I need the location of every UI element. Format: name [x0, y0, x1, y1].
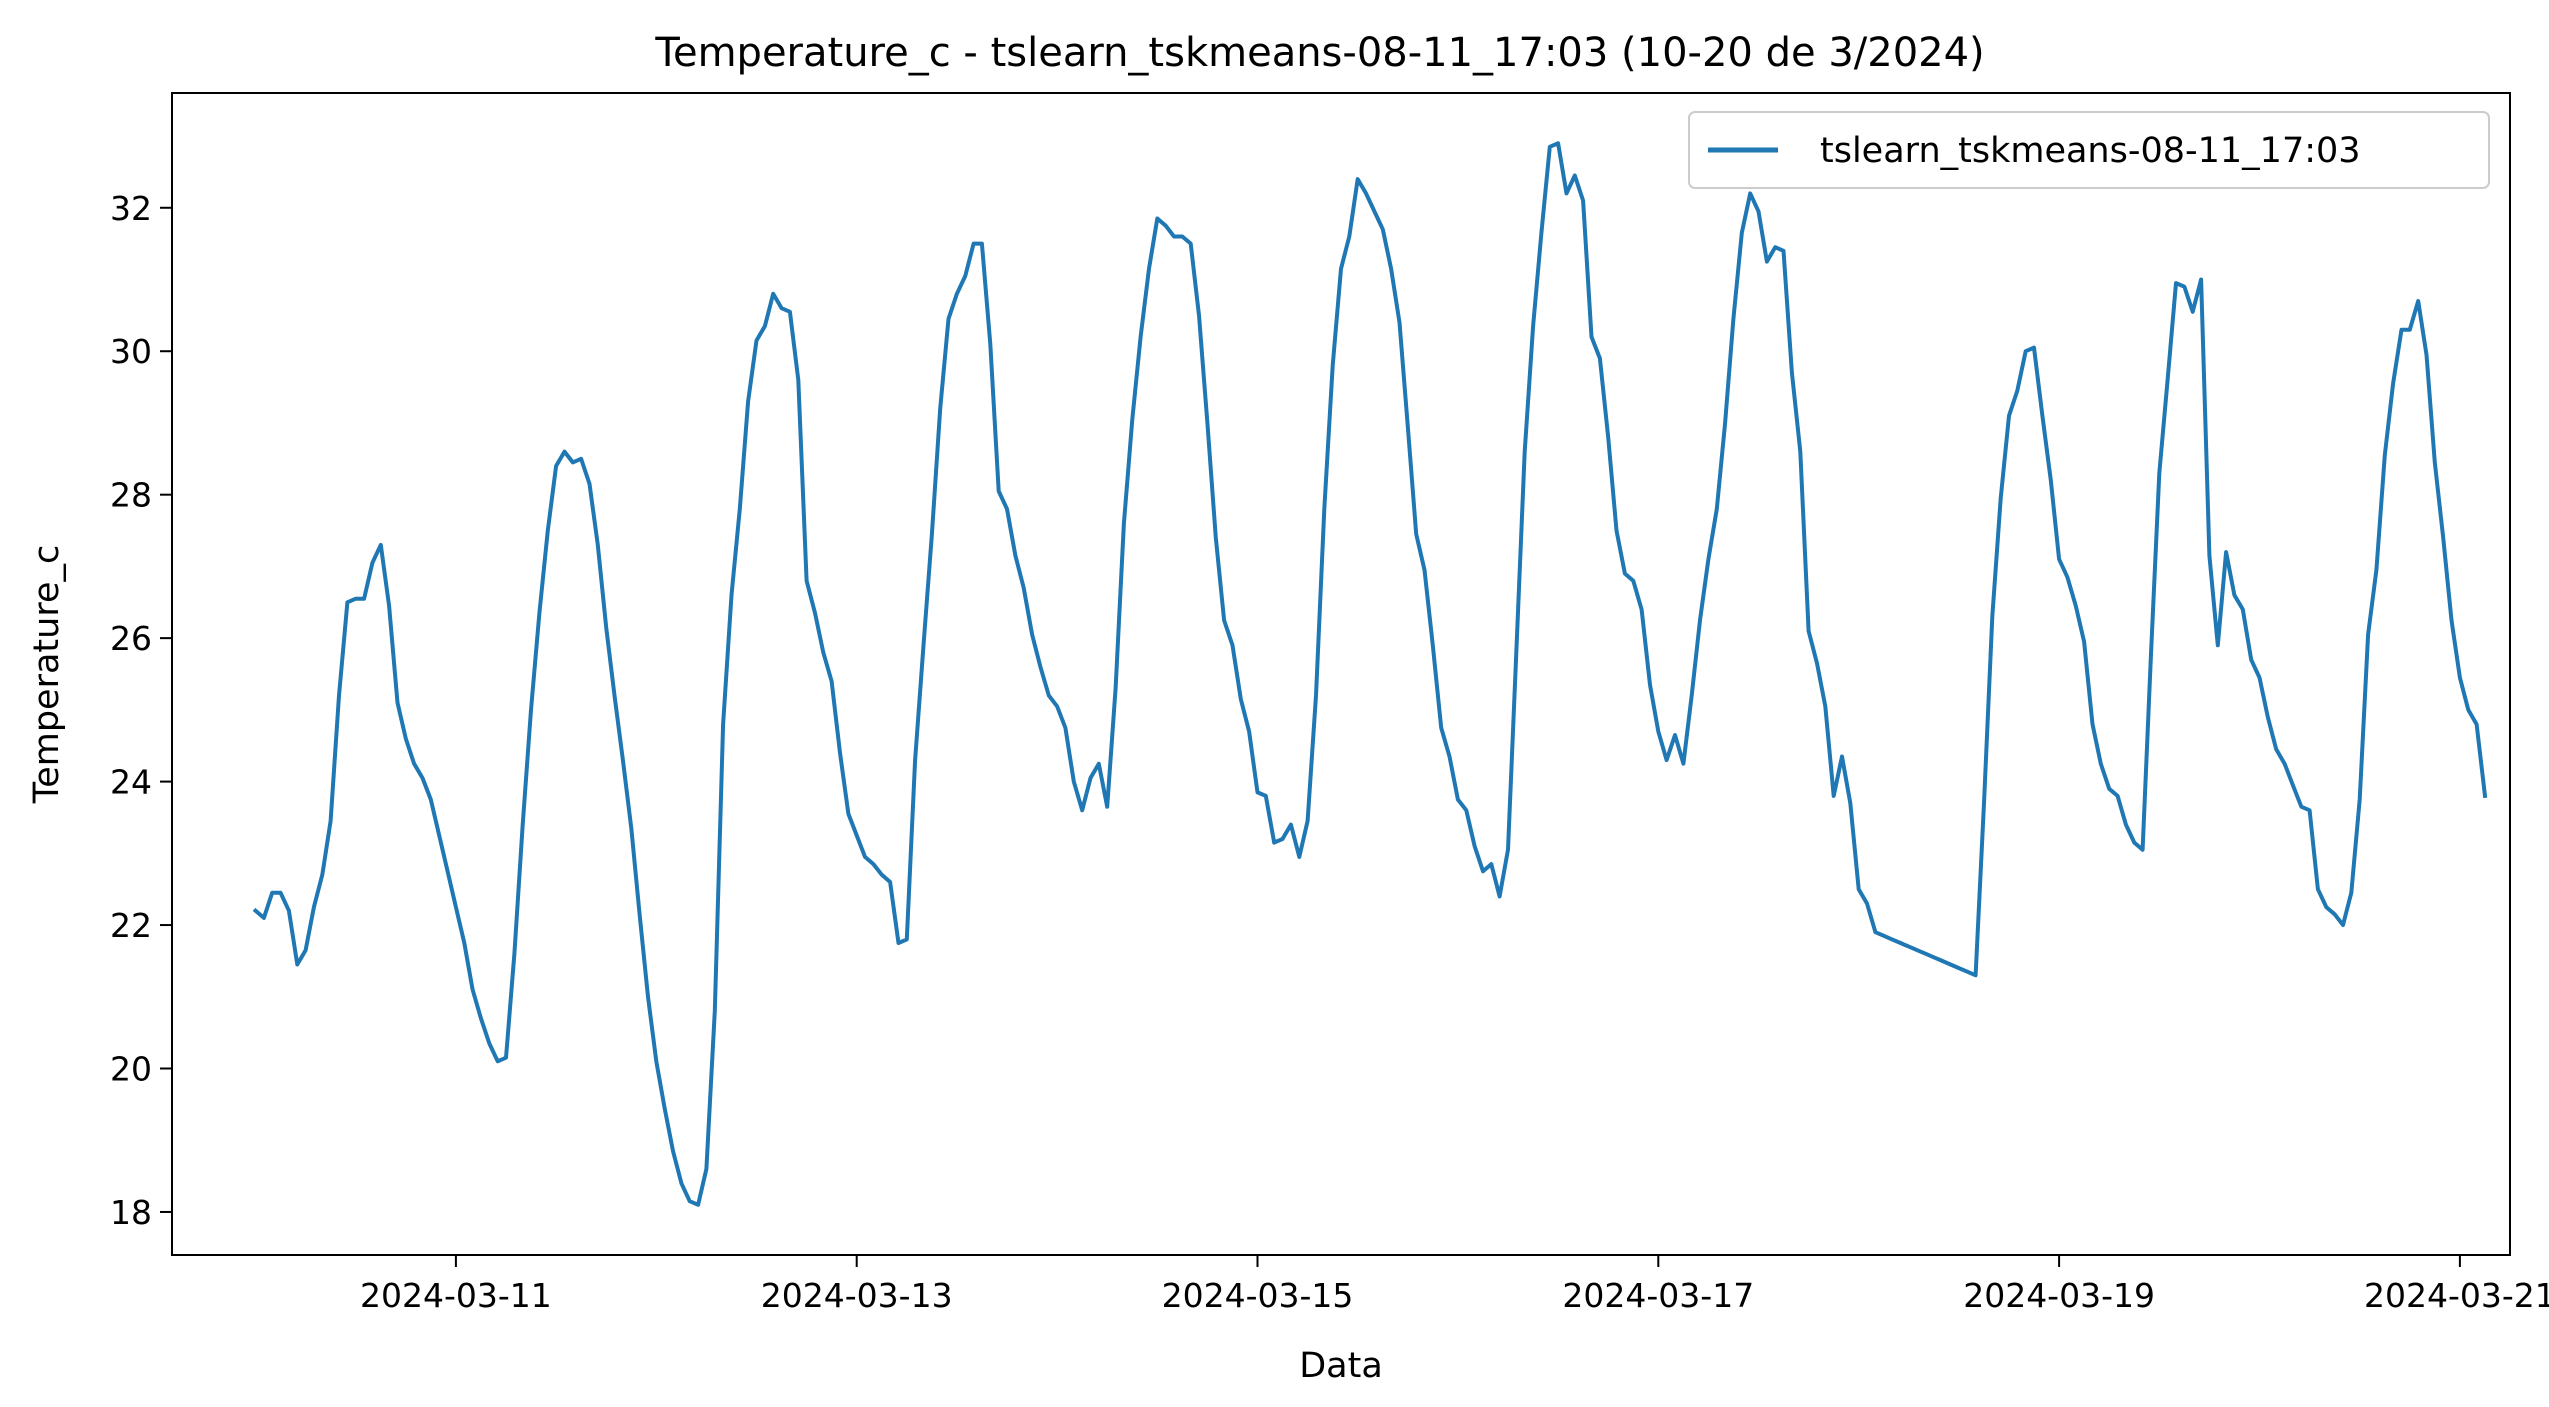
x-tick-label: 2024-03-17: [1562, 1276, 1754, 1315]
legend: tslearn_tskmeans-08-11_17:03: [1688, 111, 2490, 189]
x-tick-label: 2024-03-19: [1963, 1276, 2155, 1315]
legend-label: tslearn_tskmeans-08-11_17:03: [1820, 131, 2361, 171]
y-tick-label: 24: [110, 763, 152, 802]
series-line-0: [252, 141, 2488, 1207]
y-axis-label: Temperature_c: [27, 545, 67, 804]
x-tick-label: 2024-03-11: [360, 1276, 552, 1315]
x-tick-label: 2024-03-21: [2364, 1276, 2549, 1315]
y-tick-label: 28: [110, 476, 152, 515]
x-tick-label: 2024-03-13: [761, 1276, 953, 1315]
legend-box: [1688, 111, 2490, 189]
plot-area: [252, 141, 2488, 1207]
y-tick-label: 26: [110, 619, 152, 658]
axes: 2024-03-11 2024-03-13 2024-03-15 2024-03-17…: [110, 189, 2549, 1315]
x-tick-label: 2024-03-15: [1162, 1276, 1354, 1315]
y-tick-label: 18: [110, 1193, 152, 1232]
y-tick-label: 22: [110, 906, 152, 945]
y-tick-label: 32: [110, 189, 152, 228]
plot-frame: [171, 92, 2511, 1256]
y-tick-label: 20: [110, 1050, 152, 1089]
x-axis-label: Data: [1299, 1346, 1383, 1386]
y-tick-label: 30: [110, 332, 152, 371]
chart-title: Temperature_c - tslearn_tskmeans-08-11_1…: [654, 30, 1984, 76]
